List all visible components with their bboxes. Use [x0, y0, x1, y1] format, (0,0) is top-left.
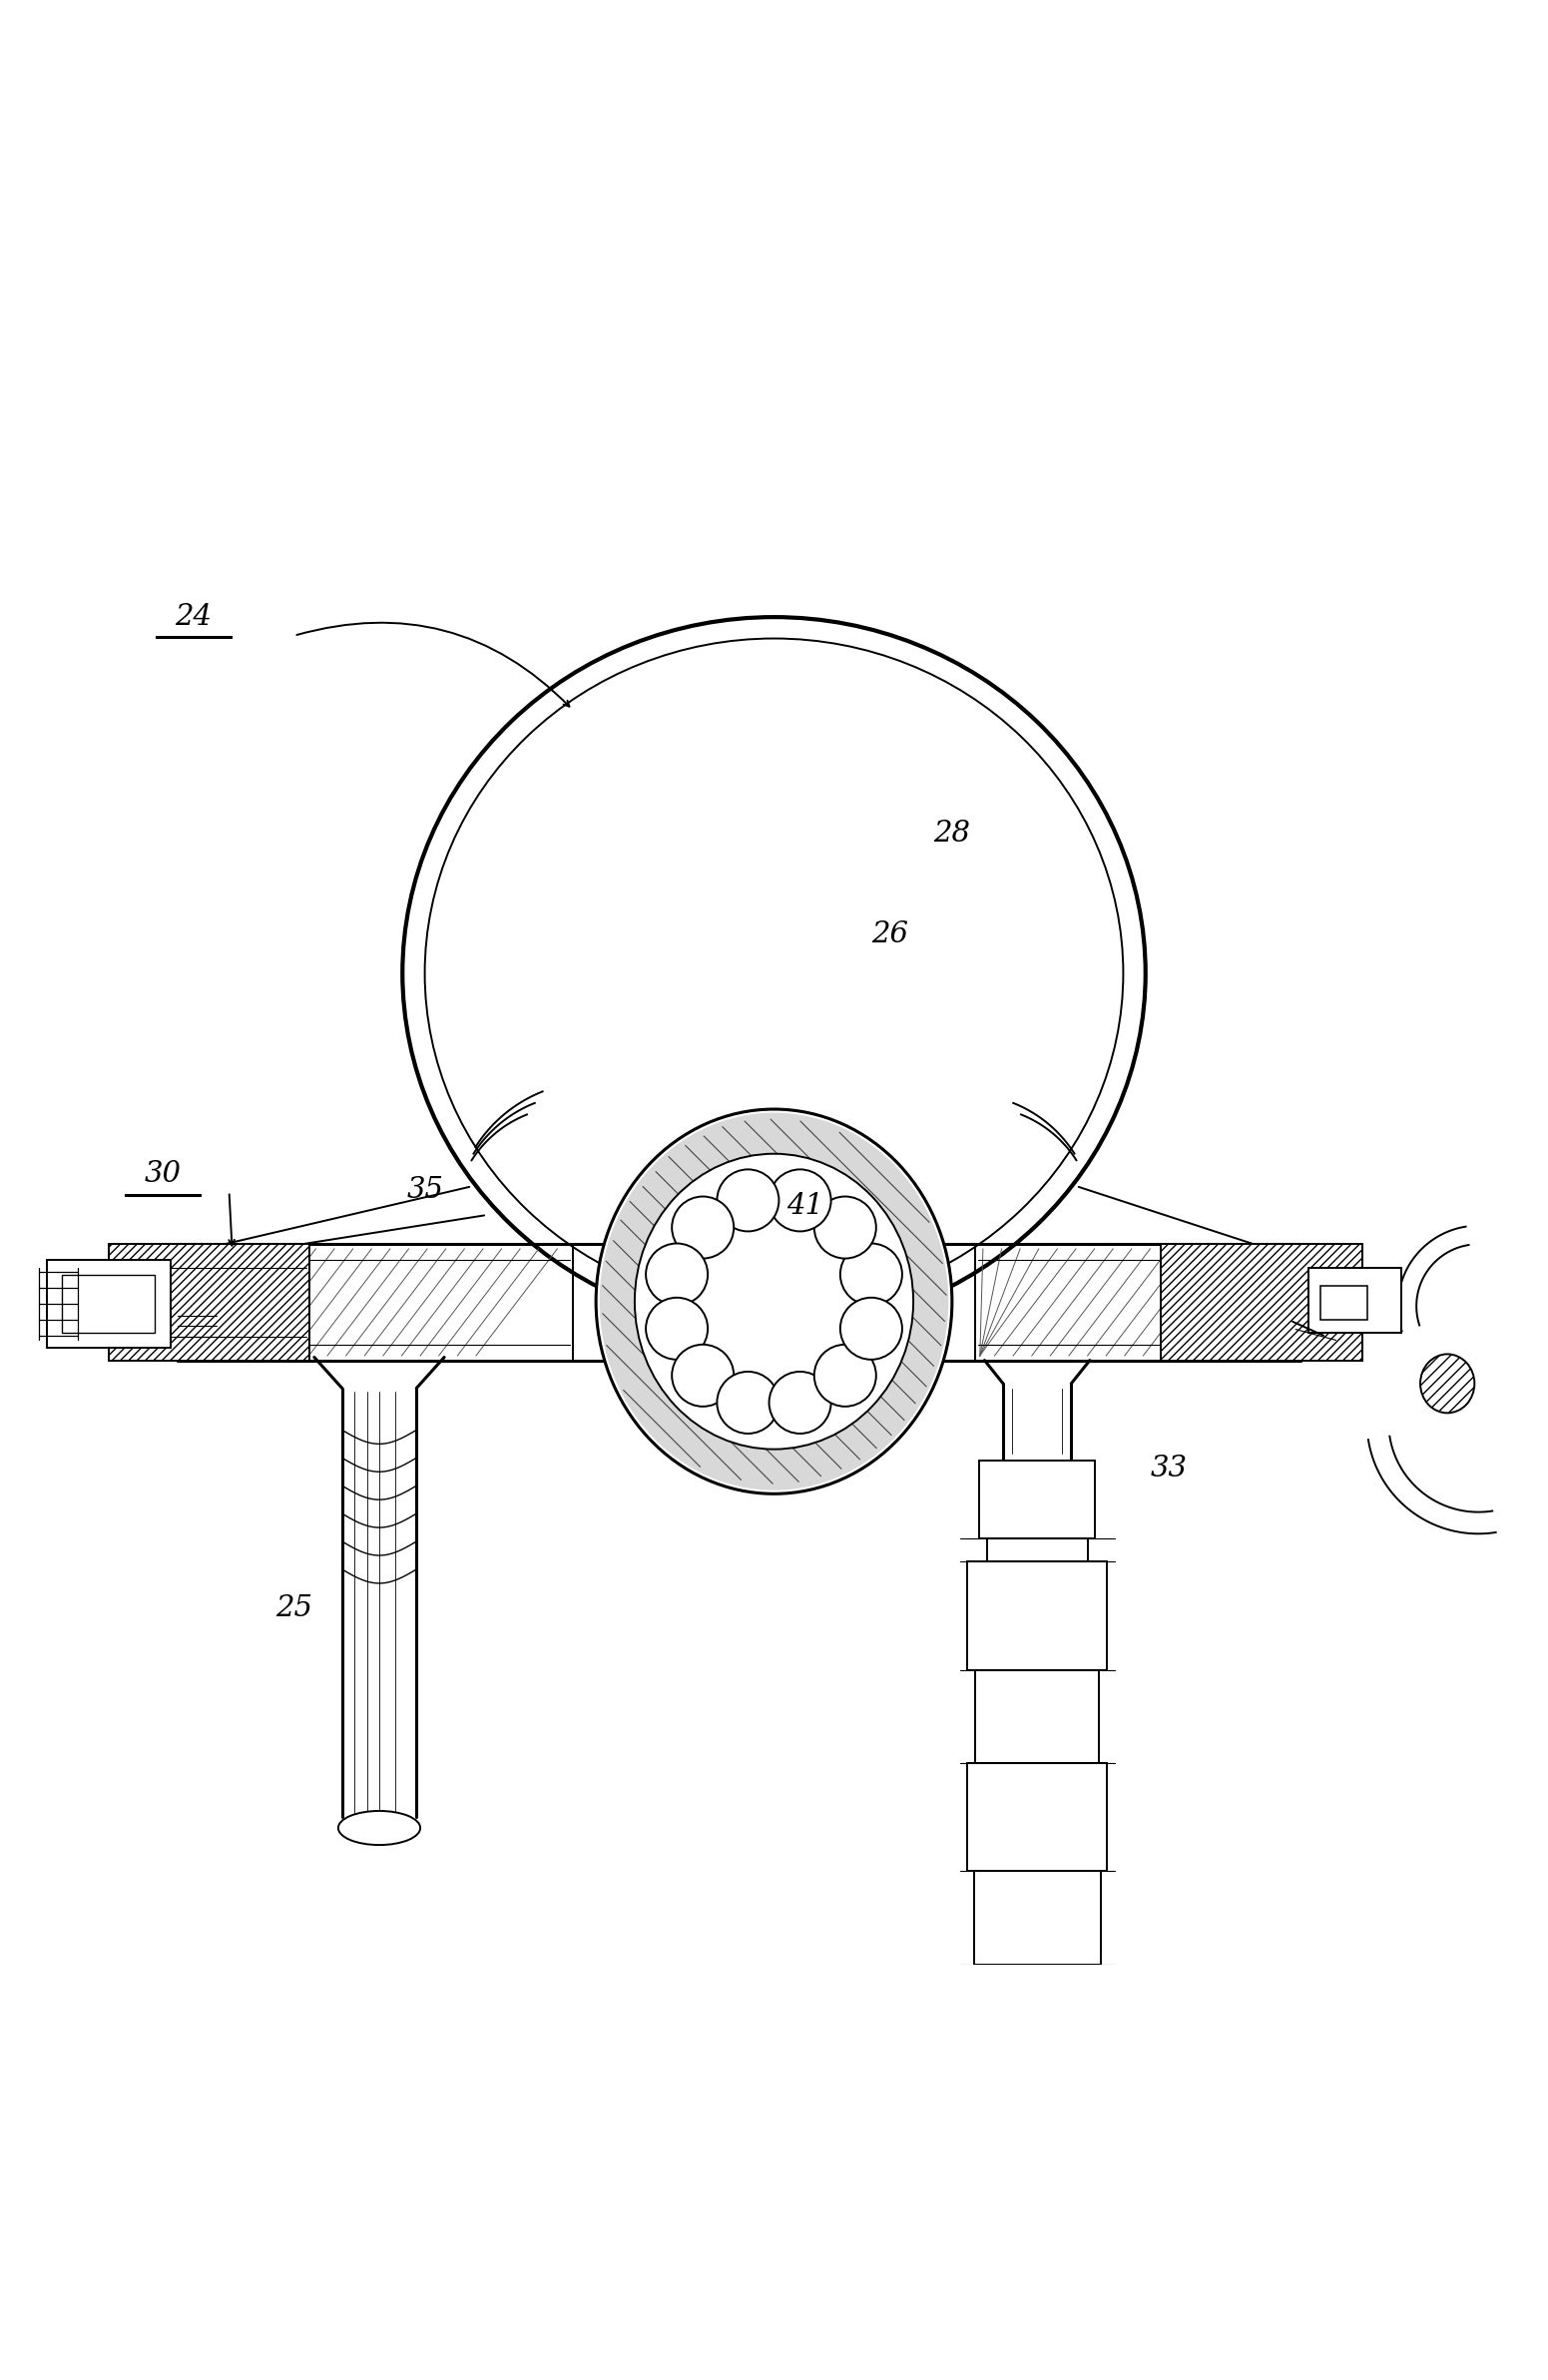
- Bar: [968, 1561, 1107, 1671]
- Bar: [980, 1964, 1096, 1994]
- Bar: [975, 1671, 1099, 1764]
- Ellipse shape: [841, 1297, 902, 1359]
- Bar: [1308, 1269, 1401, 1333]
- Ellipse shape: [596, 1109, 952, 1495]
- Bar: [108, 1245, 310, 1361]
- Bar: [62, 1276, 155, 1333]
- Ellipse shape: [1421, 1354, 1474, 1414]
- Text: 30: 30: [144, 1161, 181, 1188]
- Ellipse shape: [646, 1242, 707, 1304]
- Ellipse shape: [672, 1197, 734, 1259]
- Ellipse shape: [402, 616, 1146, 1330]
- Text: 25: 25: [276, 1595, 313, 1623]
- Ellipse shape: [769, 1371, 831, 1433]
- Ellipse shape: [814, 1345, 876, 1407]
- Bar: [974, 1871, 1101, 1964]
- Ellipse shape: [635, 1154, 913, 1449]
- Bar: [1161, 1245, 1362, 1361]
- Bar: [46, 1259, 170, 1347]
- Text: 28: 28: [933, 819, 971, 847]
- Text: 35: 35: [407, 1176, 444, 1204]
- Ellipse shape: [424, 638, 1124, 1309]
- Text: 41: 41: [786, 1192, 824, 1219]
- Text: 24: 24: [175, 602, 212, 631]
- Ellipse shape: [814, 1197, 876, 1259]
- Ellipse shape: [646, 1297, 707, 1359]
- Ellipse shape: [599, 1114, 949, 1490]
- Bar: [988, 1537, 1088, 1561]
- Bar: [980, 1461, 1096, 1537]
- Bar: [968, 1764, 1107, 1871]
- Ellipse shape: [841, 1242, 902, 1304]
- Text: 33: 33: [1150, 1454, 1187, 1483]
- Ellipse shape: [769, 1169, 831, 1230]
- Ellipse shape: [337, 1811, 421, 1844]
- Bar: [108, 1245, 310, 1361]
- Text: 26: 26: [872, 921, 909, 950]
- Ellipse shape: [672, 1345, 734, 1407]
- Bar: [1161, 1245, 1362, 1361]
- Ellipse shape: [717, 1169, 779, 1230]
- Ellipse shape: [717, 1371, 779, 1433]
- Bar: [1320, 1285, 1367, 1321]
